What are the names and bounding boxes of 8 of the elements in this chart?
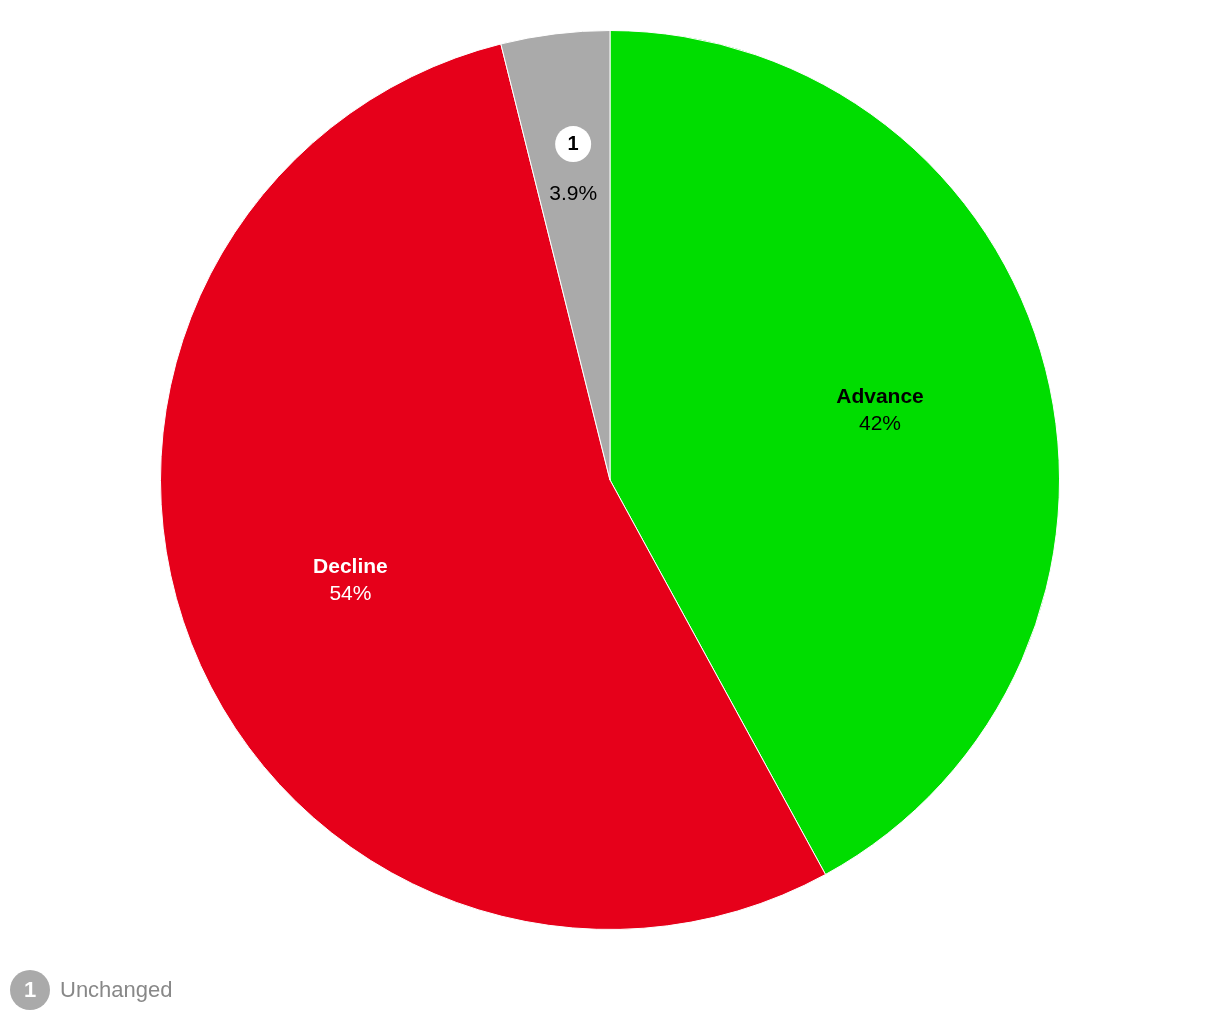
text: 1: [567, 131, 579, 154]
text: 1: [23, 977, 37, 1002]
data-label: 3.9%: [549, 180, 598, 204]
legend-label: Unchanged: [60, 977, 173, 1003]
slice-label: Decline: [313, 554, 388, 578]
slice-label: Advance: [836, 383, 924, 407]
data-label: 42%: [859, 410, 902, 434]
data-label: 54%: [329, 581, 372, 605]
